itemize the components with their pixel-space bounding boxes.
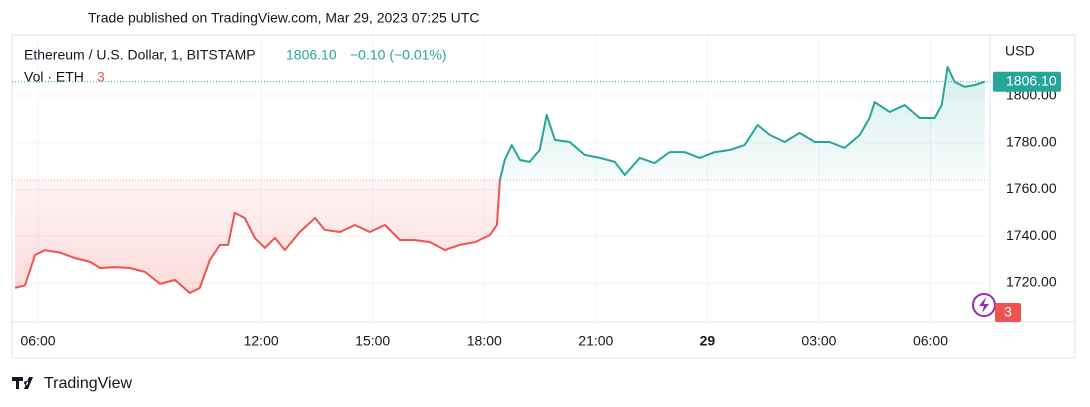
x-tick-label: 06:00 (913, 333, 948, 349)
chart-frame (11, 34, 1076, 359)
volume-value: 3 (97, 69, 105, 85)
volume-label: Vol · ETH (24, 69, 84, 85)
x-tick-label: 12:00 (244, 333, 279, 349)
currency: USD (1005, 43, 1035, 59)
y-tick-label: 1740.00 (1006, 227, 1057, 243)
plot (12, 66, 990, 294)
x-tick-label: 15:00 (355, 333, 390, 349)
legend-change: −0.10 (−0.01%) (350, 47, 447, 63)
y-tick-label: 1760.00 (1006, 180, 1057, 196)
y-tick-label: 1720.00 (1006, 274, 1057, 290)
volume-badge (995, 303, 1021, 322)
last-price-tag (993, 71, 1061, 92)
y-tick-label: 1780.00 (1006, 133, 1057, 149)
header: Trade published on TradingView.com, Mar … (88, 10, 479, 26)
volume-badge-value: 3 (1004, 304, 1012, 320)
x-tick-label: 03:00 (801, 333, 836, 349)
x-tick-label: 18:00 (467, 333, 502, 349)
alert-icon[interactable] (972, 293, 996, 317)
x-tick-label: 06:00 (21, 333, 56, 349)
brand: TradingView (44, 375, 132, 392)
last-price-label: 1806.10 (1006, 72, 1057, 88)
x-tick-label: 29 (700, 333, 716, 349)
symbol: Ethereum / U.S. Dollar, 1, BITSTAMP (24, 47, 256, 63)
x-tick-label: 21:00 (578, 333, 613, 349)
legend-price: 1806.10 (286, 47, 337, 63)
price-line (14, 66, 986, 294)
baseline-area (14, 67, 985, 293)
brand-logo (12, 377, 33, 389)
